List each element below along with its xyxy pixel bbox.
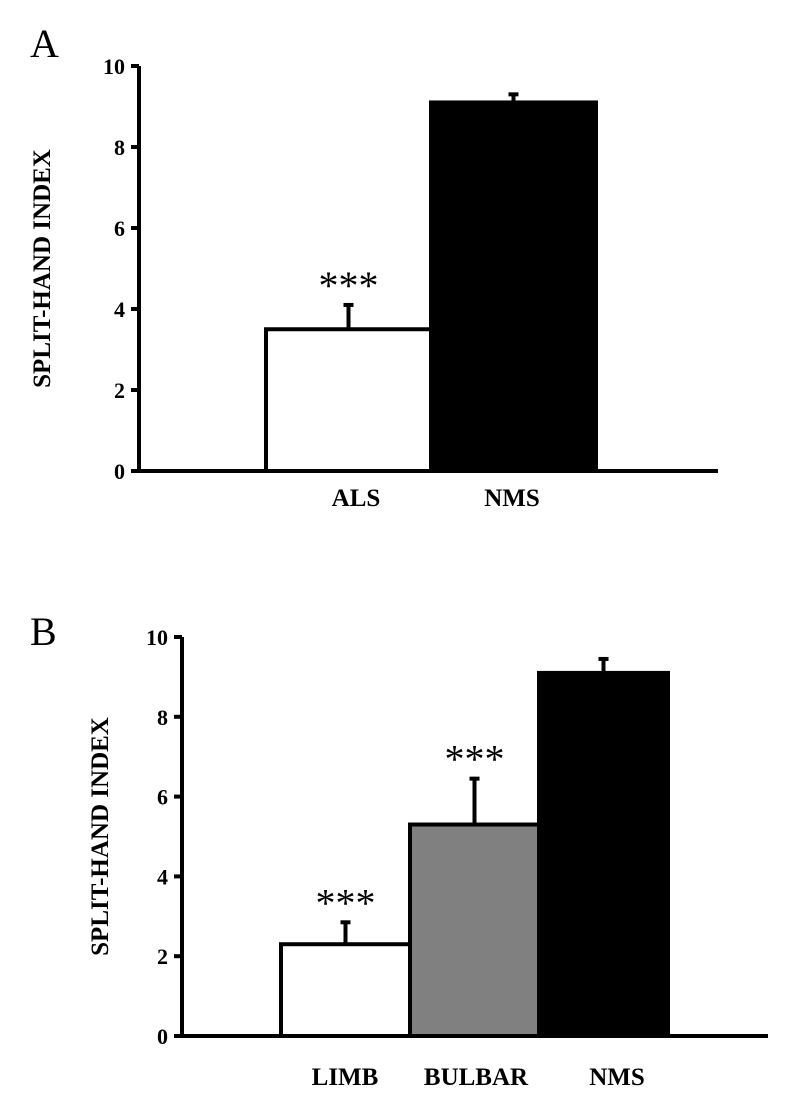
bar-bulbar xyxy=(408,822,541,1039)
significance-marker: *** xyxy=(319,263,379,308)
y-tick-label: 10 xyxy=(103,54,125,79)
y-tick-label: 10 xyxy=(146,625,168,650)
category-label-nms: NMS xyxy=(484,485,540,512)
y-axis-title: SPLIT-HAND INDEX xyxy=(29,149,56,388)
category-label-bulbar: BULBAR xyxy=(424,1064,529,1091)
y-tick-label: 0 xyxy=(157,1024,168,1049)
y-tick-label: 6 xyxy=(157,785,168,810)
category-label-limb: LIMB xyxy=(312,1064,379,1091)
panel-label: B xyxy=(30,609,57,654)
category-label-nms: NMS xyxy=(589,1064,645,1091)
chart-panel-a: A *** 0 2 4 6 8 10 SPLIT-HAND INDEX ALS NMS xyxy=(29,21,718,512)
y-axis-title: SPLIT-HAND INDEX xyxy=(87,717,114,956)
y-tick-label: 6 xyxy=(114,216,125,241)
y-tick-label: 2 xyxy=(114,378,125,403)
chart-panel-b: B *** *** 0 2 4 6 8 10 SPLIT-HAND INDEX LIMB BULBAR… xyxy=(30,609,768,1091)
panel-label: A xyxy=(30,21,59,66)
y-tick-label: 2 xyxy=(157,944,168,969)
bar-limb xyxy=(279,942,412,1038)
y-tick-label: 0 xyxy=(114,459,125,484)
bar-nms xyxy=(537,670,670,1038)
bar-als xyxy=(264,327,433,473)
y-tick-label: 8 xyxy=(114,135,125,160)
y-tick-label: 4 xyxy=(114,297,125,322)
category-label-als: ALS xyxy=(332,485,381,512)
bar-nms xyxy=(429,100,598,473)
significance-marker: *** xyxy=(316,880,376,925)
significance-marker: *** xyxy=(445,737,505,782)
y-tick-label: 8 xyxy=(157,705,168,730)
y-tick-label: 4 xyxy=(157,864,168,889)
